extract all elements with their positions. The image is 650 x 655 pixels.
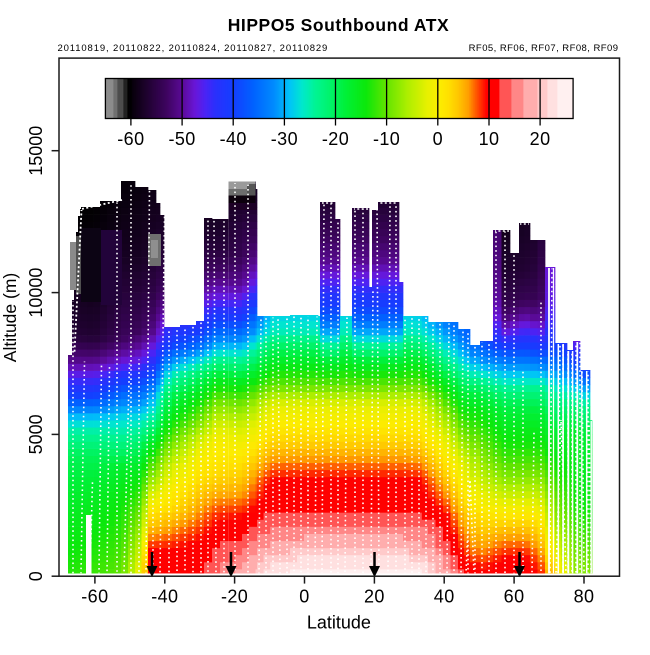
svg-text:RF05, RF06, RF07, RF08, RF09: RF05, RF06, RF07, RF08, RF09 [469, 43, 619, 54]
svg-text:0: 0 [299, 587, 309, 607]
svg-text:Altitude (m): Altitude (m) [0, 273, 20, 362]
svg-text:60: 60 [504, 587, 525, 607]
svg-text:-20: -20 [221, 587, 248, 607]
svg-text:20: 20 [364, 587, 385, 607]
svg-text:40: 40 [434, 587, 455, 607]
svg-text:20: 20 [530, 129, 551, 149]
svg-text:0: 0 [26, 571, 46, 581]
svg-text:0: 0 [433, 129, 443, 149]
svg-text:10: 10 [479, 129, 500, 149]
svg-text:-50: -50 [168, 129, 195, 149]
svg-text:-40: -40 [220, 129, 247, 149]
svg-text:-60: -60 [117, 129, 144, 149]
svg-text:HIPPO5 Southbound ATX: HIPPO5 Southbound ATX [228, 15, 450, 35]
svg-text:-60: -60 [81, 587, 108, 607]
svg-text:Latitude: Latitude [307, 612, 371, 632]
svg-text:-40: -40 [151, 587, 178, 607]
svg-text:20110819, 20110822, 20110824,: 20110819, 20110822, 20110824, 20110827, … [58, 43, 329, 54]
svg-text:80: 80 [574, 587, 595, 607]
svg-text:-20: -20 [322, 129, 349, 149]
svg-text:-10: -10 [373, 129, 400, 149]
svg-text:15000: 15000 [26, 126, 46, 176]
svg-text:5000: 5000 [26, 414, 46, 454]
svg-text:10000: 10000 [26, 268, 46, 318]
svg-text:-30: -30 [271, 129, 298, 149]
